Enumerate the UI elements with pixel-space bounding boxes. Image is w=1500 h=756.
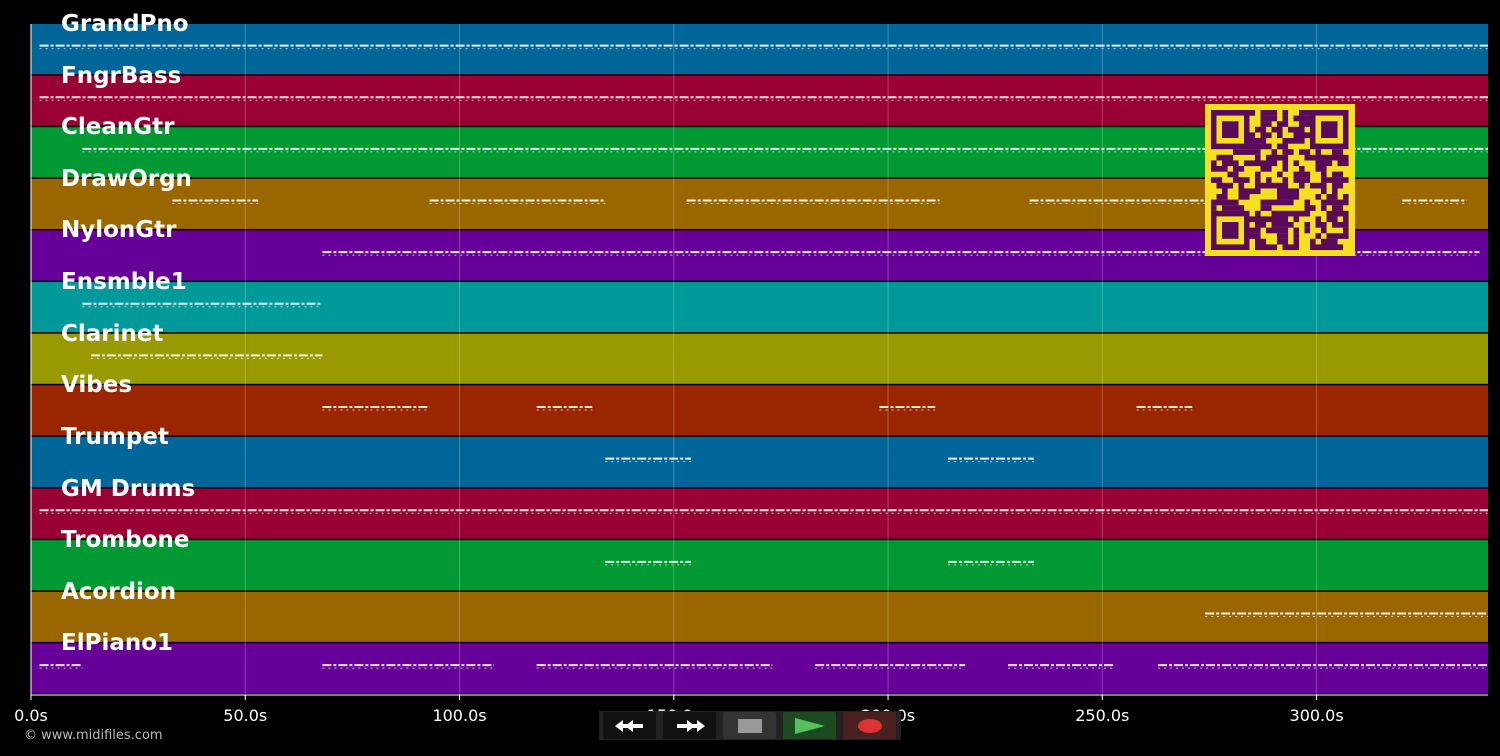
track-label: Clarinet	[61, 320, 164, 347]
note-segment	[1136, 405, 1193, 411]
record-button[interactable]	[843, 712, 896, 739]
track-label: Vibes	[61, 372, 133, 399]
track-lane	[31, 488, 1488, 539]
note-segment	[39, 96, 1488, 101]
tick-label: 0.0s	[14, 706, 48, 725]
note-segment	[1158, 664, 1488, 669]
note-segment	[536, 664, 773, 669]
qr-code	[1205, 104, 1355, 256]
note-segment	[429, 199, 606, 205]
track-lane	[31, 282, 1488, 333]
note-segment	[686, 199, 940, 205]
note-segment	[1402, 199, 1467, 205]
play-button[interactable]	[783, 712, 836, 739]
track-label: Ensmble1	[61, 269, 187, 296]
tick-label: 50.0s	[223, 706, 268, 725]
note-segment	[90, 354, 323, 359]
note-segment	[172, 199, 259, 205]
note-segment	[322, 405, 430, 411]
note-segment	[322, 664, 494, 669]
tick-label: 100.0s	[432, 706, 487, 725]
note-segment	[1205, 612, 1488, 617]
stop-button[interactable]	[723, 712, 776, 739]
note-segment	[879, 405, 936, 411]
track-label: DrawOrgn	[61, 165, 192, 192]
track-label: Trombone	[61, 527, 190, 554]
tick-label: 300.0s	[1289, 706, 1344, 725]
track-lane	[31, 24, 1488, 75]
track-label: NylonGtr	[61, 217, 177, 244]
note-segment	[536, 405, 593, 411]
note-segment	[39, 509, 1488, 514]
track-lane	[31, 436, 1488, 488]
track-label: GM Drums	[61, 475, 196, 502]
record-icon	[857, 718, 882, 733]
note-segment	[39, 664, 83, 669]
track-label: Acordion	[61, 578, 177, 605]
track-label: ElPiano1	[61, 630, 174, 657]
note-segment	[948, 560, 1034, 566]
track-label: FngrBass	[61, 62, 182, 89]
track-label: Trumpet	[61, 423, 169, 450]
note-segment	[1029, 199, 1231, 205]
track-lane	[31, 333, 1488, 384]
tick-label: 250.0s	[1075, 706, 1130, 725]
note-segment	[815, 664, 966, 669]
track-label: GrandPno	[61, 11, 189, 37]
note-segment	[1008, 664, 1116, 669]
track-lane	[31, 591, 1488, 642]
fast-forward-button[interactable]	[663, 712, 716, 739]
rewind-icon	[614, 719, 643, 732]
fast-forward-icon	[676, 719, 705, 732]
note-segment	[39, 44, 1488, 50]
playback-controls	[599, 711, 901, 740]
note-segment	[82, 302, 323, 308]
note-segment	[605, 560, 691, 566]
note-segment	[605, 457, 691, 463]
track-lane	[31, 385, 1488, 436]
play-icon	[794, 717, 825, 734]
stop-icon	[737, 718, 762, 733]
copyright-text: © www.midifiles.com	[24, 728, 163, 743]
rewind-button[interactable]	[603, 712, 656, 739]
track-lane	[31, 540, 1488, 591]
track-label: CleanGtr	[61, 114, 175, 141]
note-segment	[948, 457, 1034, 463]
